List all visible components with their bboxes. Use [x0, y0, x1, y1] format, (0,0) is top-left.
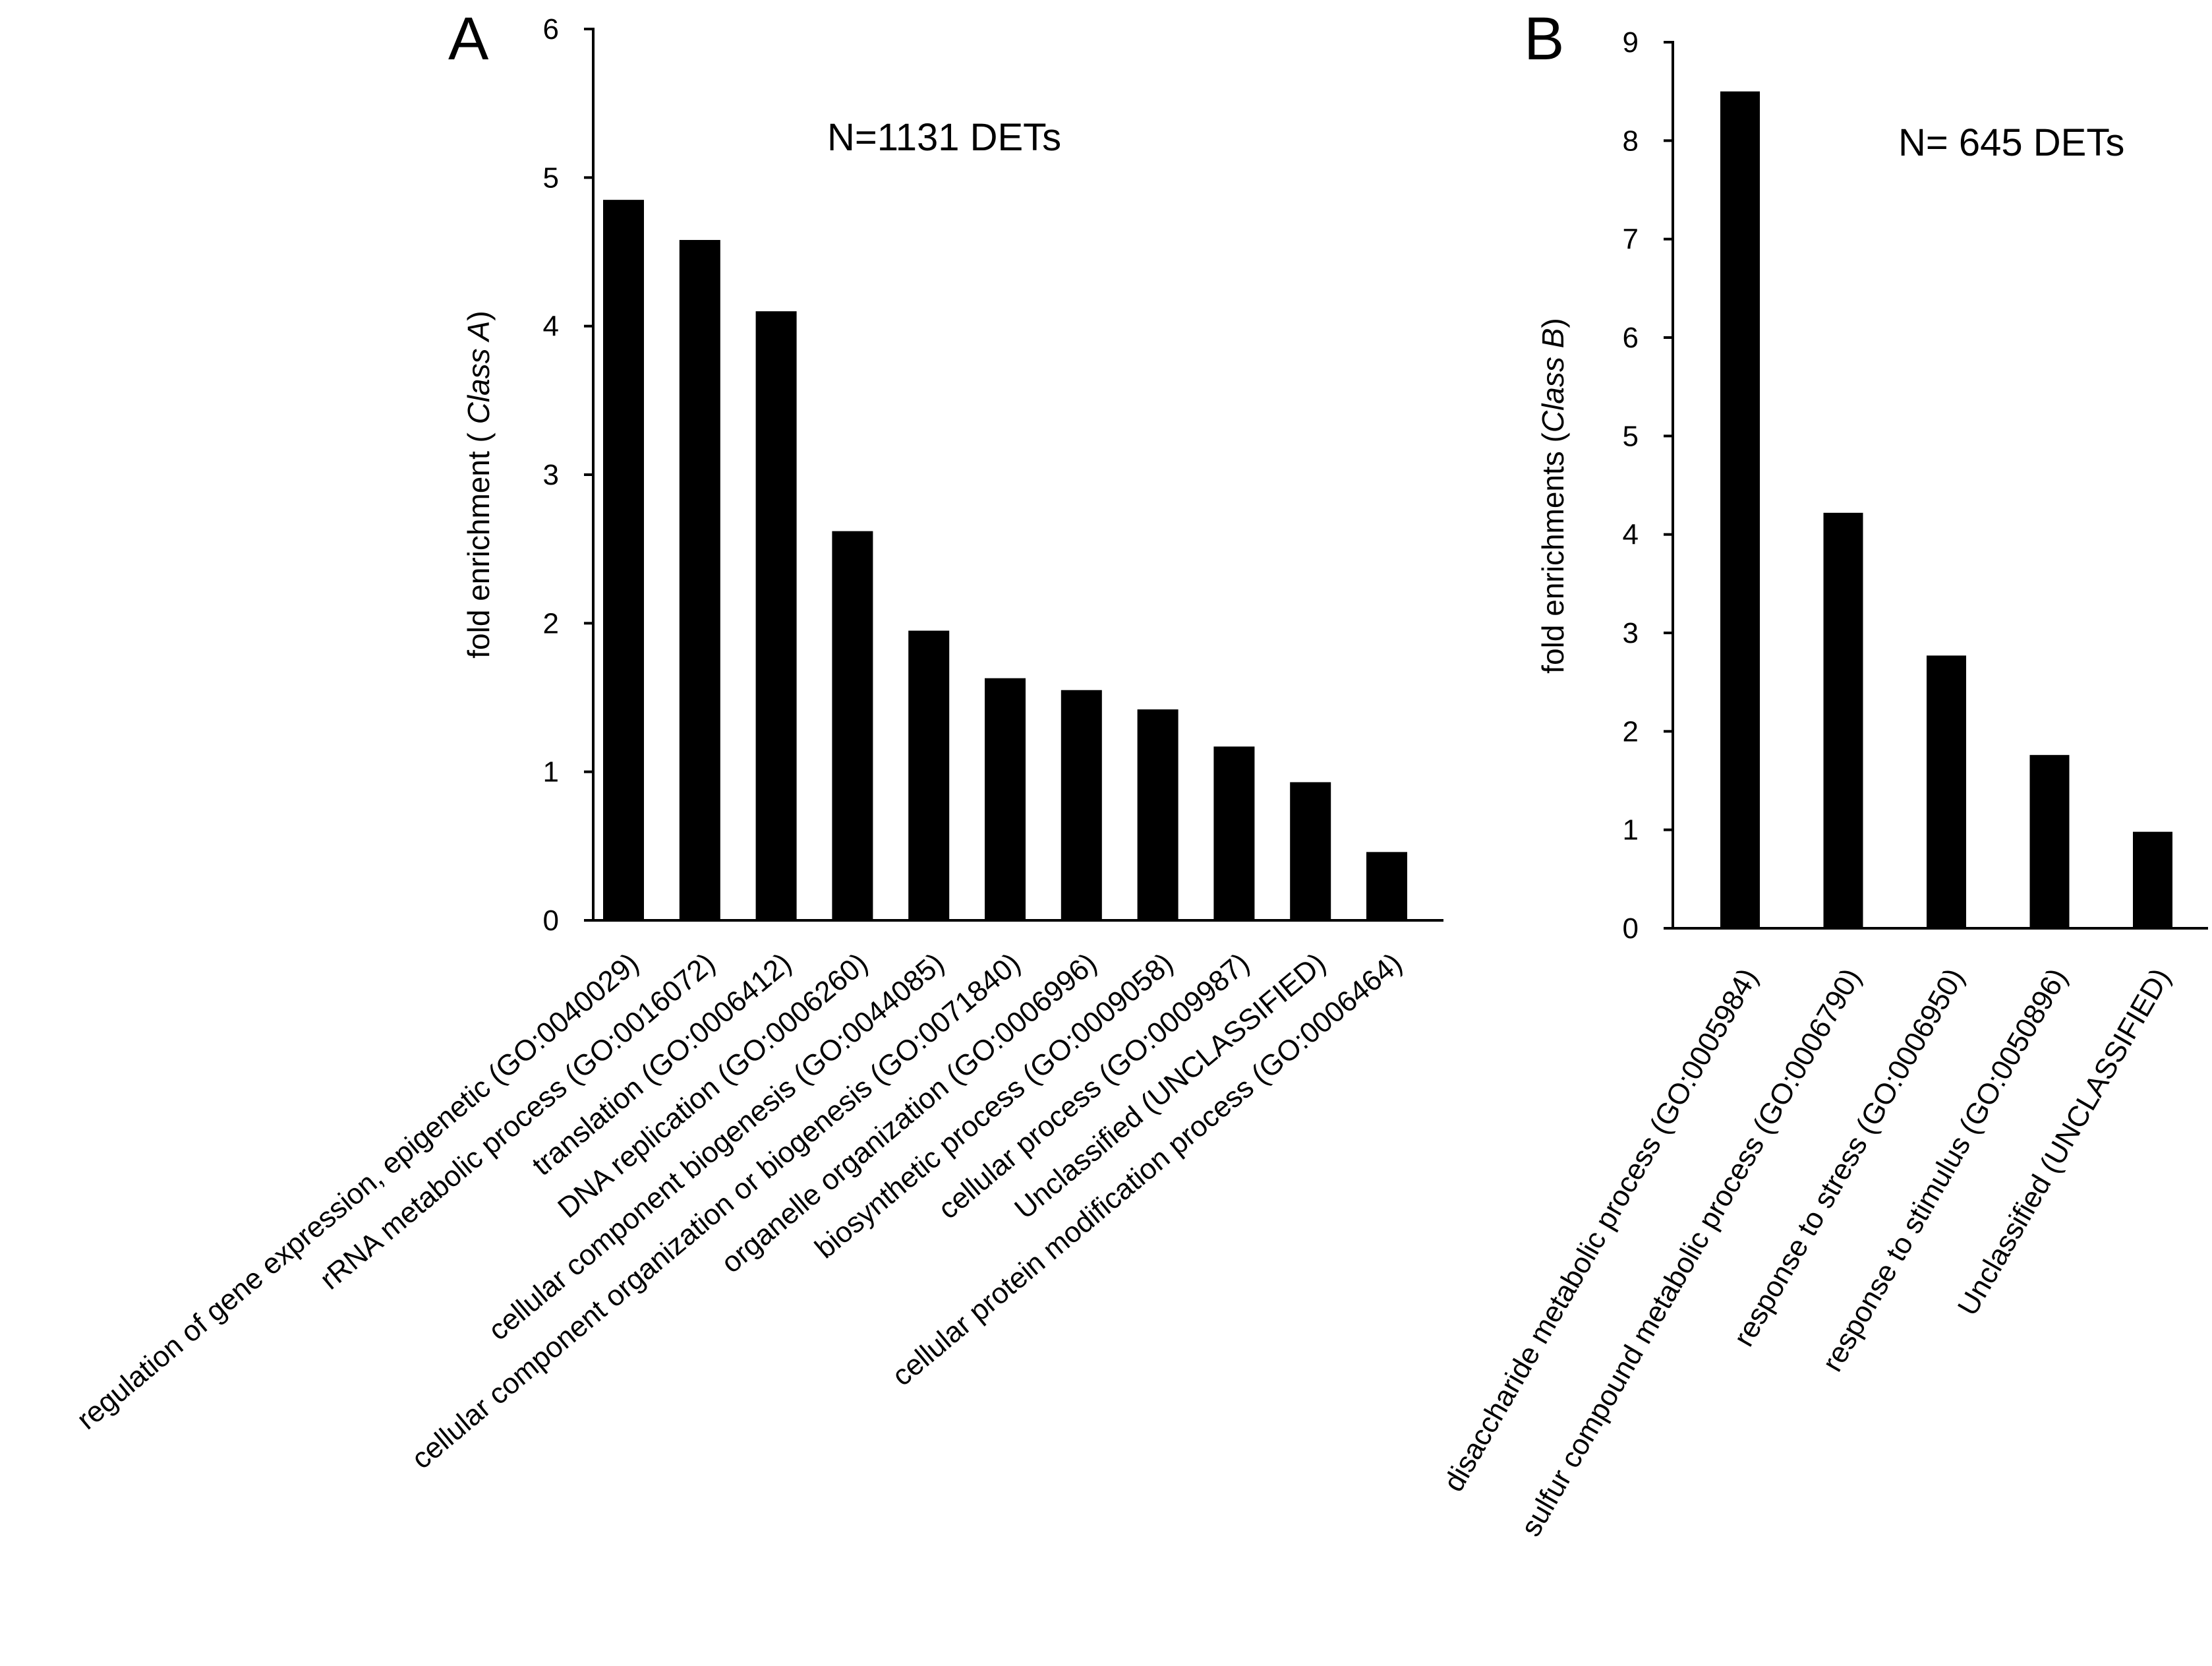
panel-b-y-tick-label: 9	[1623, 26, 1639, 59]
panel-a-bar	[1213, 746, 1255, 920]
panel-b-chart: B N= 645 DETs fold enrichments (Class B)…	[1438, 5, 2208, 1542]
panel-b-y-tick-label: 0	[1623, 912, 1639, 945]
panel-b-y-ticks: 0 1 2 3 4 5 6 7 8 9	[1623, 26, 1673, 945]
panel-a-bar	[603, 200, 644, 921]
panel-a-y-tick-label: 0	[543, 905, 559, 937]
panel-b-category-label: Unclassified (UNCLASSIFIED)	[1952, 963, 2177, 1321]
panel-a-y-ticks: 0 1 2 3 4 5 6	[543, 13, 593, 937]
panel-b-bar	[2133, 831, 2172, 928]
panel-b-y-axis-label: fold enrichments (Class B)	[1536, 318, 1570, 673]
panel-a-y-tick-label: 1	[543, 756, 559, 788]
panel-a-letter: A	[448, 5, 489, 73]
panel-a-bar	[985, 678, 1026, 920]
panel-b-bar	[1823, 512, 1863, 928]
panel-a-bars	[603, 200, 1407, 921]
panel-a-category-labels: regulation of gene expression, epigeneti…	[71, 947, 1408, 1475]
panel-b-annotation: N= 645 DETs	[1898, 121, 2124, 164]
panel-a-bar	[1290, 782, 1331, 920]
panel-a-bar	[832, 531, 873, 920]
panel-b-y-tick-label: 6	[1623, 322, 1639, 354]
panel-b-bar	[2029, 755, 2070, 928]
panel-b-y-tick-label: 1	[1623, 814, 1639, 847]
panel-a-y-tick-label: 5	[543, 162, 559, 194]
panel-a-y-tick-label: 2	[543, 607, 559, 640]
panel-b-y-tick-label: 7	[1623, 223, 1639, 256]
panel-b-y-tick-label: 5	[1623, 420, 1639, 452]
panel-b-bar	[1927, 655, 1966, 928]
panel-a-annotation: N=1131 DETs	[827, 116, 1061, 159]
panel-b-bar	[1720, 91, 1760, 929]
panel-a-bar	[679, 239, 720, 920]
panel-a-bar	[908, 630, 950, 920]
panel-b-y-tick-label: 4	[1623, 519, 1639, 551]
panel-b-y-tick-label: 8	[1623, 125, 1639, 157]
panel-a-bar	[1366, 852, 1407, 920]
panel-a-bar	[755, 311, 797, 921]
panel-b-bars	[1720, 91, 2172, 929]
panel-b-y-tick-label: 3	[1623, 617, 1639, 649]
panel-a-bar	[1061, 690, 1102, 920]
panel-a-y-tick-label: 3	[543, 459, 559, 491]
panel-b-letter: B	[1524, 5, 1564, 73]
panel-a-y-tick-label: 6	[543, 13, 559, 45]
panel-b-category-labels: disaccharide metabolic process (GO:00059…	[1438, 963, 2177, 1542]
panel-a-y-axis-label: fold enrichment ( Class A)	[461, 311, 496, 659]
panel-b-y-tick-label: 2	[1623, 715, 1639, 748]
panel-a-bar	[1137, 709, 1179, 920]
panel-a-y-tick-label: 4	[543, 311, 559, 343]
panel-a-chart: A N=1131 DETs fold enrichment ( Class A)…	[71, 5, 1443, 1475]
